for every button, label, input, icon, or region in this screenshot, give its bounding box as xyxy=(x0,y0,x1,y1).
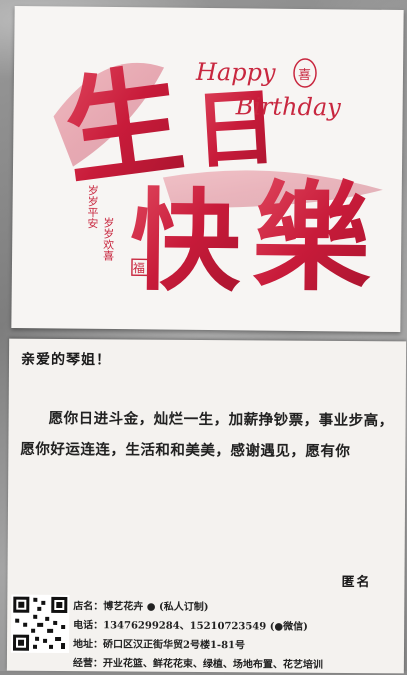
big-char-le: 樂 xyxy=(252,167,372,307)
shop-address: 地址：硚口区汉正街华贸2号楼1-81号 xyxy=(72,639,246,652)
blessing-right: 岁岁欢喜 xyxy=(102,216,115,261)
svg-text:喜: 喜 xyxy=(298,68,311,83)
square-seal: 福 xyxy=(131,258,149,277)
message-body: 愿你日进斗金，灿烂一生，加薪挣钞票，事业步高，愿你好运连连，生活和和美美，感谢遇… xyxy=(20,409,394,461)
shop-business: 经营：开业花篮、鲜花花束、绿植、场地布置、花艺培训 xyxy=(72,658,323,671)
blessing-left: 岁岁平安 xyxy=(86,183,99,229)
big-char-kuai: 快 xyxy=(130,176,242,306)
qr-code xyxy=(10,594,70,654)
big-char-ri: 日 xyxy=(191,77,281,181)
message-card: 亲爱的琴姐！ 愿你日进斗金，灿烂一生，加薪挣钞票，事业步高，愿你好运连连，生活和… xyxy=(6,338,407,675)
round-seal: 喜 xyxy=(293,58,317,88)
big-char-sheng: 生 xyxy=(56,49,191,202)
english-happy: Happy xyxy=(195,58,276,87)
brush-stroke xyxy=(162,170,383,208)
shop-info: 店名：博艺花卉 ● (私人订制) 电话：13476299284、15210723… xyxy=(73,597,404,675)
signature: 匿名 xyxy=(341,574,372,591)
svg-text:福: 福 xyxy=(133,260,145,275)
shop-name: 店名：博艺花卉 ● (私人订制) xyxy=(73,601,209,614)
birthday-card-front: 生 日 快 樂 Happy Birthday 喜 岁岁平安 岁岁欢喜 福 xyxy=(11,5,404,333)
salutation: 亲爱的琴姐！ xyxy=(20,351,112,369)
qr-code-icon xyxy=(10,594,70,654)
shop-phone: 电话：13476299284、15210723549 (●微信) xyxy=(73,620,308,633)
english-birthday: Birthday xyxy=(235,92,342,121)
brush-stroke xyxy=(53,62,165,167)
calligraphy-art: 生 日 快 樂 Happy Birthday 喜 岁岁平安 岁岁欢喜 福 xyxy=(53,49,383,308)
